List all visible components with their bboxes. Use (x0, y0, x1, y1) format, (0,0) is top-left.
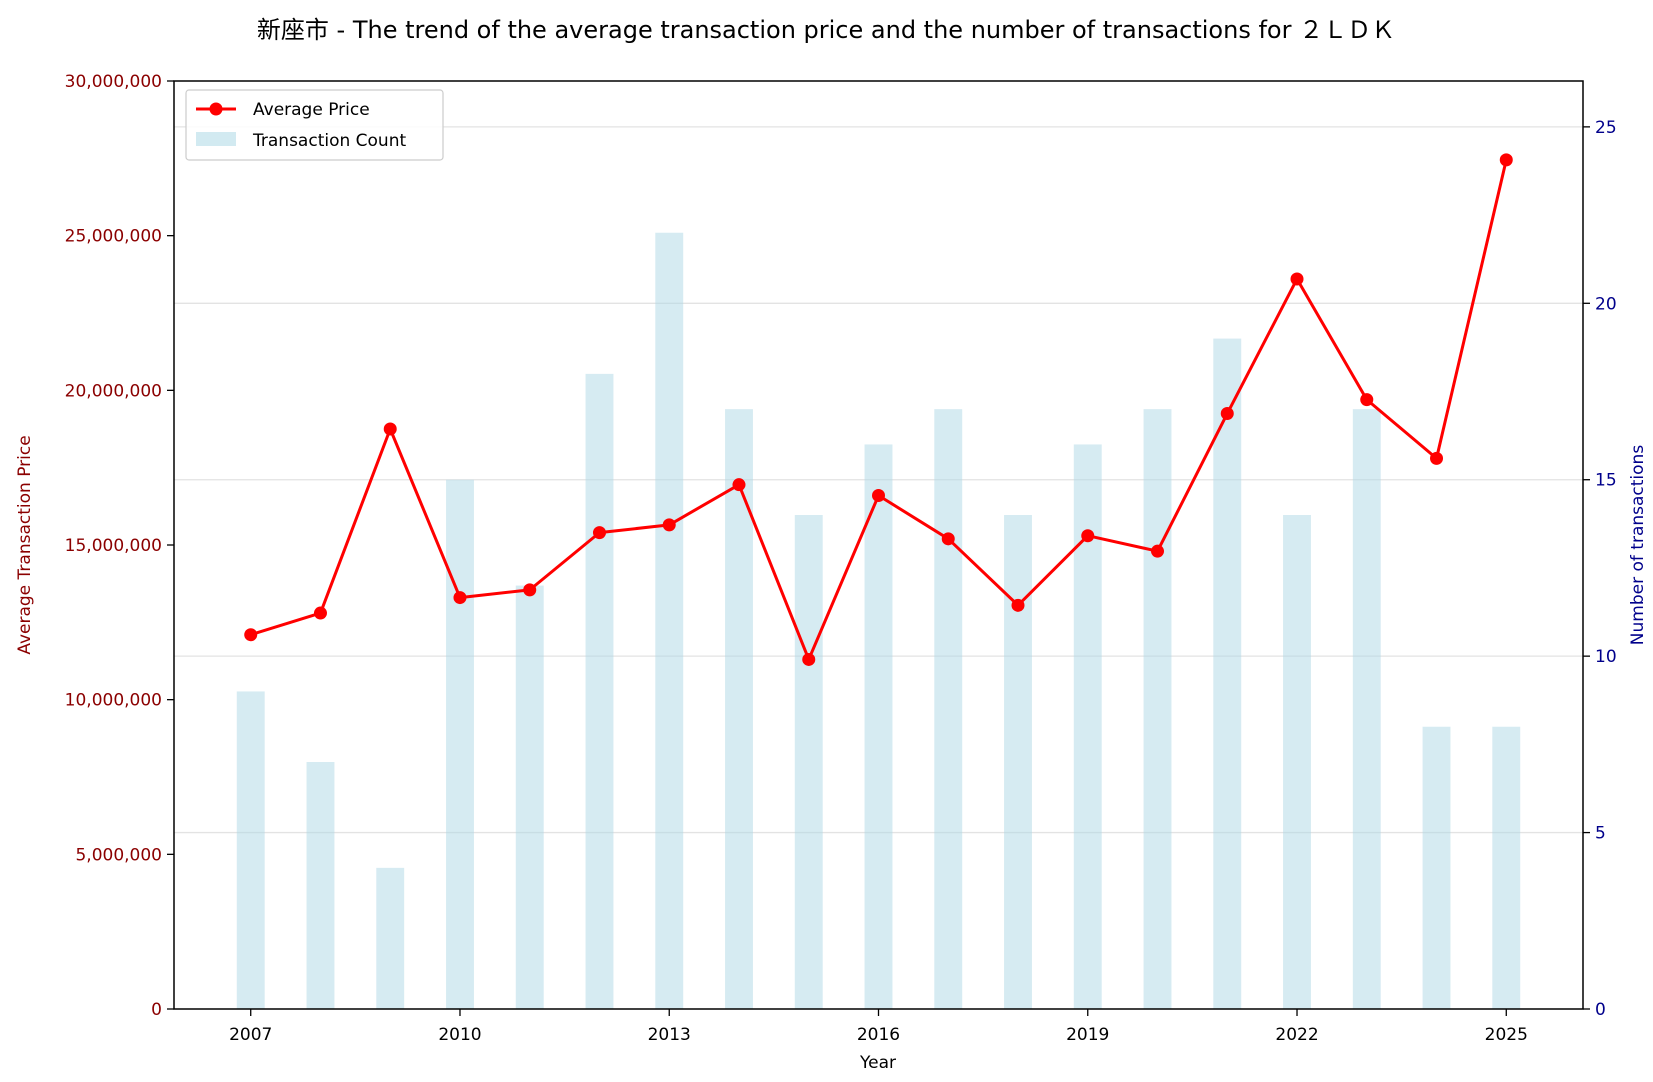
left-y-axis: 0 5,000,000 10,000,000 15,000,000 20,000,000… (65, 72, 174, 1020)
average-price-point (313, 606, 327, 620)
average-price-point (1360, 393, 1374, 407)
average-price-point (1011, 598, 1025, 612)
count-bar (794, 515, 823, 1009)
legend-label-transaction-count: Transaction Count (252, 131, 406, 151)
x-tick-label: 2010 (438, 1025, 481, 1045)
count-bar (585, 373, 614, 1009)
average-price-point (872, 489, 885, 503)
chart-title: 新座市 - The trend of the average transacti… (257, 16, 1395, 44)
legend-bar-swatch (196, 132, 236, 146)
count-bar (446, 479, 474, 1010)
average-price-point (244, 628, 258, 642)
x-tick-label: 2022 (1275, 1025, 1318, 1045)
count-bar (376, 867, 405, 1009)
average-price-point (732, 478, 746, 492)
count-bar (236, 691, 265, 1009)
average-price-point (383, 422, 397, 436)
count-bar (655, 232, 684, 1009)
right-y-tick-label: 5 (1595, 824, 1606, 844)
count-bar (1073, 444, 1102, 1009)
x-tick-label: 2013 (648, 1025, 691, 1045)
right-y-tick-label: 0 (1595, 1000, 1606, 1020)
left-y-tick-label: 15,000,000 (65, 536, 162, 556)
count-bar (1283, 515, 1311, 1009)
average-price-point (1499, 153, 1513, 167)
right-y-axis-title: Number of transactions (1628, 445, 1648, 646)
average-price-point (662, 518, 676, 532)
count-bar (934, 409, 963, 1009)
x-axis: 2007 2010 2013 2016 2019 2022 2025 (229, 1009, 1528, 1045)
average-price-point (1151, 544, 1165, 558)
count-bar (725, 409, 753, 1009)
average-price-point (1220, 407, 1234, 421)
count-bar (864, 444, 893, 1009)
average-price-point (453, 591, 467, 605)
count-bar (1143, 409, 1172, 1009)
x-tick-label: 2025 (1485, 1025, 1528, 1045)
average-price-point (1290, 272, 1304, 286)
left-y-tick-label: 20,000,000 (65, 381, 162, 401)
average-price-point (802, 652, 816, 666)
line-series (244, 153, 1513, 666)
count-bar (515, 585, 544, 1009)
x-tick-label: 2016 (857, 1025, 900, 1045)
left-y-tick-label: 10,000,000 (65, 691, 162, 711)
legend-label-average-price: Average Price (253, 100, 370, 120)
right-y-tick-label: 20 (1595, 294, 1617, 314)
left-y-tick-label: 0 (151, 1000, 162, 1020)
count-bar (1352, 409, 1381, 1009)
legend-line-marker (209, 102, 223, 116)
average-price-point (1430, 451, 1444, 465)
bar-series (236, 232, 1521, 1010)
count-bar (306, 762, 335, 1009)
right-y-axis: 0 5 10 15 20 25 (1583, 118, 1617, 1020)
right-y-tick-label: 10 (1595, 647, 1617, 667)
legend: Average Price Transaction Count (185, 89, 444, 161)
right-y-tick-label: 15 (1595, 471, 1617, 491)
count-bar (1422, 726, 1451, 1009)
right-y-tick-label: 25 (1595, 118, 1617, 138)
count-bar (1492, 726, 1521, 1009)
average-price-point (1081, 529, 1095, 543)
left-y-axis-title: Average Transaction Price (15, 435, 35, 654)
x-axis-title: Year (859, 1053, 896, 1073)
x-tick-label: 2019 (1066, 1025, 1109, 1045)
average-price-point (523, 583, 537, 597)
left-y-tick-label: 5,000,000 (75, 845, 162, 865)
left-y-tick-label: 30,000,000 (65, 72, 162, 92)
average-price-point (941, 532, 955, 546)
average-price-point (592, 526, 606, 540)
legend-box (185, 89, 444, 161)
count-bar (1004, 515, 1032, 1009)
left-y-tick-label: 25,000,000 (65, 227, 162, 247)
count-bar (1213, 338, 1242, 1009)
x-tick-label: 2007 (229, 1025, 272, 1045)
